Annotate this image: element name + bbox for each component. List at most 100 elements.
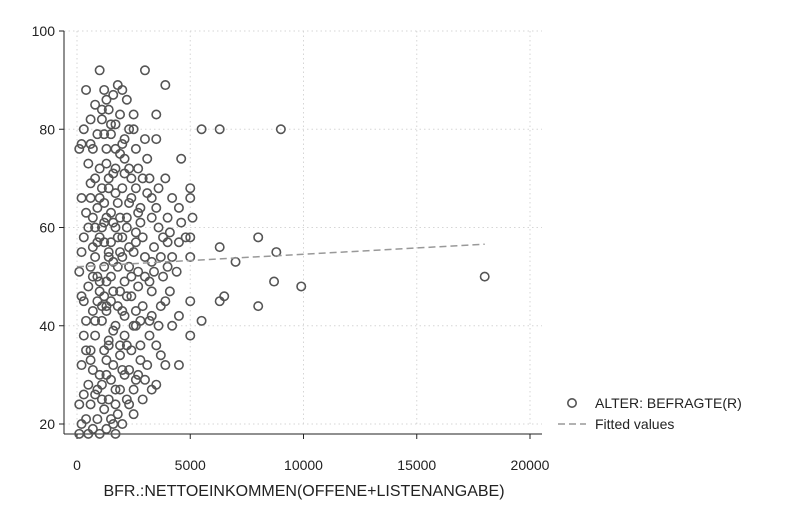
data-point bbox=[139, 271, 150, 282]
fitted-line bbox=[76, 243, 485, 268]
data-point bbox=[92, 129, 103, 140]
data-point bbox=[99, 129, 110, 140]
data-point bbox=[173, 360, 184, 371]
data-point bbox=[83, 379, 94, 390]
data-point bbox=[74, 428, 85, 439]
data-point bbox=[110, 320, 121, 331]
data-point bbox=[85, 261, 96, 272]
data-point bbox=[144, 173, 155, 184]
data-point bbox=[173, 310, 184, 321]
data-point bbox=[103, 335, 114, 346]
data-point bbox=[105, 414, 116, 425]
data-point bbox=[196, 315, 207, 326]
data-point bbox=[90, 389, 101, 400]
data-point bbox=[90, 330, 101, 341]
data-point bbox=[128, 109, 139, 120]
data-point bbox=[126, 193, 137, 204]
data-point bbox=[253, 232, 264, 243]
data-point bbox=[128, 320, 139, 331]
data-point bbox=[112, 301, 123, 312]
x-axis-ticks: 0 5000 10000 15000 20000 bbox=[73, 434, 550, 473]
data-point bbox=[92, 414, 103, 425]
data-point bbox=[176, 217, 187, 228]
legend-label-scatter: ALTER: BEFRAGTE(R) bbox=[595, 395, 742, 411]
data-point bbox=[139, 251, 150, 262]
data-point bbox=[133, 281, 144, 292]
data-point bbox=[146, 384, 157, 395]
data-point bbox=[101, 158, 112, 169]
data-point bbox=[99, 261, 110, 272]
data-point bbox=[101, 94, 112, 105]
data-point bbox=[115, 350, 126, 361]
data-point bbox=[128, 409, 139, 420]
data-point bbox=[180, 232, 191, 243]
x-tick-label: 10000 bbox=[284, 457, 323, 473]
data-point bbox=[296, 281, 307, 292]
data-point bbox=[158, 271, 169, 282]
data-point bbox=[92, 384, 103, 395]
data-point bbox=[87, 143, 98, 154]
data-point bbox=[94, 163, 105, 174]
data-point bbox=[115, 247, 126, 258]
data-point bbox=[83, 222, 94, 233]
data-point bbox=[96, 315, 107, 326]
data-point bbox=[105, 129, 116, 140]
data-point bbox=[85, 345, 96, 356]
data-point bbox=[173, 202, 184, 213]
data-point bbox=[110, 399, 121, 410]
data-point bbox=[135, 340, 146, 351]
data-point bbox=[76, 418, 87, 429]
data-point bbox=[135, 355, 146, 366]
data-point bbox=[142, 153, 153, 164]
data-point bbox=[103, 394, 114, 405]
data-point bbox=[78, 124, 89, 135]
data-point bbox=[96, 114, 107, 125]
data-point bbox=[110, 188, 121, 199]
x-tick-label: 15000 bbox=[397, 457, 436, 473]
data-point bbox=[92, 271, 103, 282]
x-tick-label: 5000 bbox=[175, 457, 206, 473]
data-point bbox=[162, 212, 173, 223]
data-point bbox=[101, 423, 112, 434]
data-point bbox=[105, 207, 116, 218]
data-point bbox=[85, 138, 96, 149]
data-point bbox=[108, 418, 119, 429]
data-point bbox=[151, 134, 162, 145]
y-tick-label: 100 bbox=[32, 23, 56, 39]
data-point bbox=[85, 355, 96, 366]
data-point bbox=[90, 251, 101, 262]
data-point bbox=[94, 232, 105, 243]
data-point bbox=[110, 384, 121, 395]
data-point bbox=[99, 291, 110, 302]
data-point bbox=[133, 163, 144, 174]
data-point bbox=[96, 104, 107, 115]
data-point bbox=[253, 301, 264, 312]
data-point bbox=[74, 266, 85, 277]
data-point bbox=[119, 276, 130, 287]
data-point bbox=[119, 168, 130, 179]
data-point bbox=[146, 286, 157, 297]
data-point bbox=[78, 296, 89, 307]
data-point bbox=[85, 114, 96, 125]
data-point bbox=[137, 173, 148, 184]
data-point bbox=[144, 315, 155, 326]
legend-label-fitted: Fitted values bbox=[595, 416, 674, 432]
data-point bbox=[130, 183, 141, 194]
data-point bbox=[121, 222, 132, 233]
data-point bbox=[81, 84, 92, 95]
y-tick-label: 60 bbox=[39, 220, 55, 236]
data-point bbox=[137, 301, 148, 312]
data-point bbox=[121, 94, 132, 105]
data-point bbox=[90, 222, 101, 233]
data-point bbox=[126, 173, 137, 184]
data-point bbox=[167, 193, 178, 204]
data-point bbox=[81, 345, 92, 356]
data-point bbox=[83, 281, 94, 292]
data-point bbox=[108, 286, 119, 297]
data-point bbox=[94, 193, 105, 204]
data-point bbox=[155, 251, 166, 262]
data-point bbox=[99, 84, 110, 95]
data-point bbox=[171, 266, 182, 277]
data-point bbox=[124, 364, 135, 375]
